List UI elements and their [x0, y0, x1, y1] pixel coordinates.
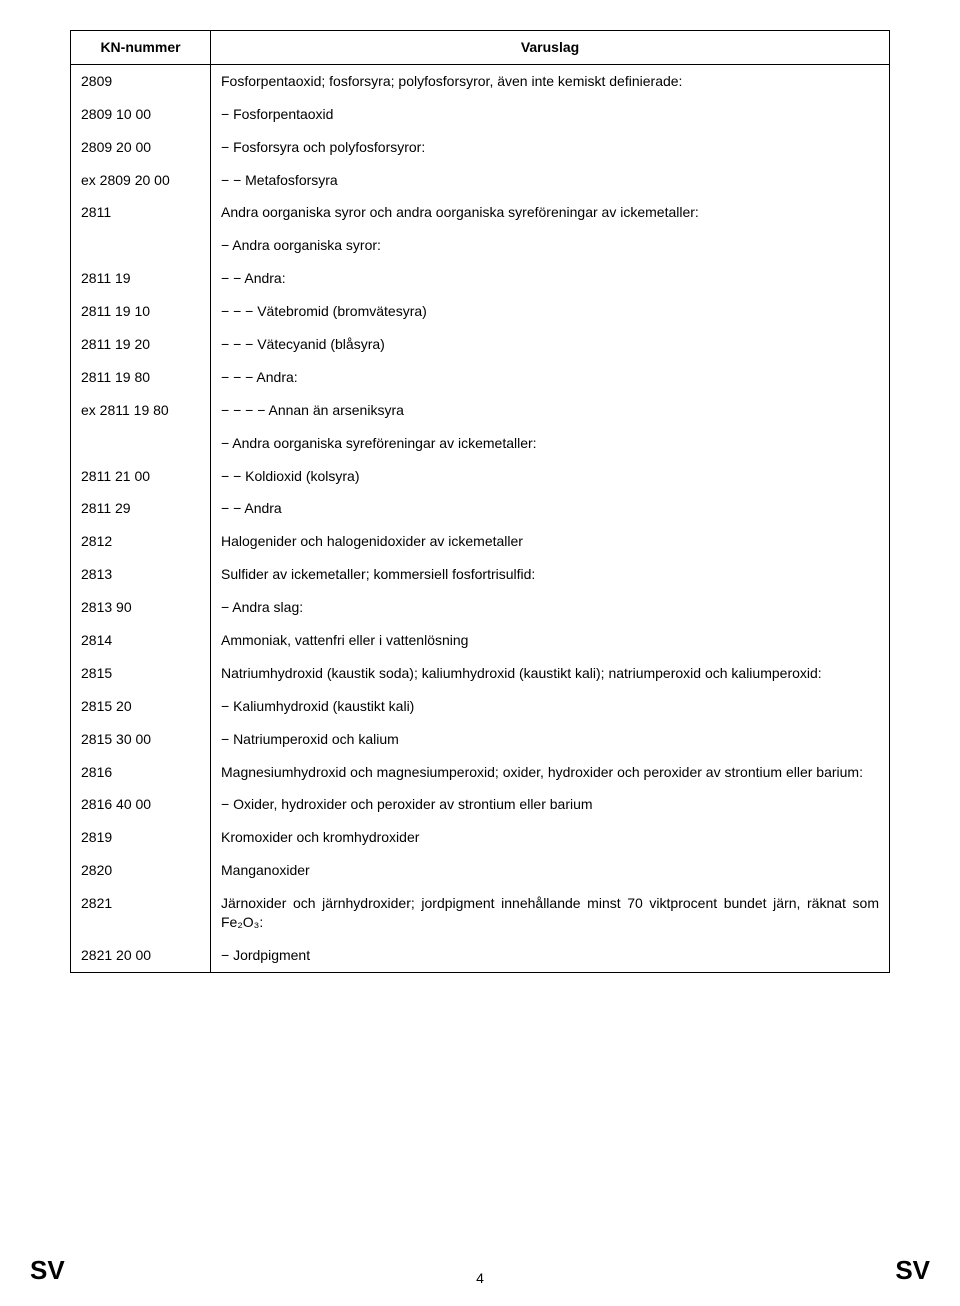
table-row: 2811 19 20− − − Vätecyanid (blåsyra)	[71, 328, 890, 361]
cell-desc: − − Koldioxid (kolsyra)	[211, 460, 890, 493]
goods-table: KN-nummer Varuslag 2809Fosforpentaoxid; …	[70, 30, 890, 973]
cell-desc: − Andra oorganiska syreföreningar av ick…	[211, 427, 890, 460]
cell-code: 2812	[71, 525, 211, 558]
cell-desc: − − Metafosforsyra	[211, 164, 890, 197]
cell-desc: Manganoxider	[211, 854, 890, 887]
cell-desc: − Fosforpentaoxid	[211, 98, 890, 131]
cell-desc: − − − Vätebromid (bromvätesyra)	[211, 295, 890, 328]
table-row: 2821Järnoxider och järnhydroxider; jordp…	[71, 887, 890, 939]
footer-right: SV	[895, 1255, 930, 1286]
cell-code: 2811 19	[71, 262, 211, 295]
table-row: 2811 21 00− − Koldioxid (kolsyra)	[71, 460, 890, 493]
cell-desc: Natriumhydroxid (kaustik soda); kaliumhy…	[211, 657, 890, 690]
cell-desc: Halogenider och halogenidoxider av ickem…	[211, 525, 890, 558]
cell-desc: − − − Andra:	[211, 361, 890, 394]
table-row: 2809 10 00− Fosforpentaoxid	[71, 98, 890, 131]
header-desc: Varuslag	[211, 31, 890, 65]
cell-desc: Ammoniak, vattenfri eller i vattenlösnin…	[211, 624, 890, 657]
cell-desc: Fosforpentaoxid; fosforsyra; polyfosfors…	[211, 64, 890, 97]
table-row: 2811 19 10− − − Vätebromid (bromvätesyra…	[71, 295, 890, 328]
cell-code	[71, 427, 211, 460]
cell-desc: Järnoxider och järnhydroxider; jordpigme…	[211, 887, 890, 939]
table-row: 2820Manganoxider	[71, 854, 890, 887]
cell-desc: − Oxider, hydroxider och peroxider av st…	[211, 788, 890, 821]
cell-desc: − Kaliumhydroxid (kaustikt kali)	[211, 690, 890, 723]
table-row: 2815 30 00− Natriumperoxid och kalium	[71, 723, 890, 756]
cell-desc: Andra oorganiska syror och andra oorgani…	[211, 196, 890, 229]
cell-desc: − − − − Annan än arseniksyra	[211, 394, 890, 427]
cell-code: 2820	[71, 854, 211, 887]
table-row: 2821 20 00− Jordpigment	[71, 939, 890, 972]
cell-desc: − − − Vätecyanid (blåsyra)	[211, 328, 890, 361]
cell-code: 2811 21 00	[71, 460, 211, 493]
cell-code: 2811 19 20	[71, 328, 211, 361]
cell-code: 2813 90	[71, 591, 211, 624]
table-row: 2811 19 80− − − Andra:	[71, 361, 890, 394]
table-row: 2811 29− − Andra	[71, 492, 890, 525]
cell-desc: − − Andra:	[211, 262, 890, 295]
table-row: 2809Fosforpentaoxid; fosforsyra; polyfos…	[71, 64, 890, 97]
cell-code: 2814	[71, 624, 211, 657]
cell-code: 2809 20 00	[71, 131, 211, 164]
cell-code: 2815 20	[71, 690, 211, 723]
cell-desc: − Fosforsyra och polyfosforsyror:	[211, 131, 890, 164]
cell-code	[71, 229, 211, 262]
cell-code: ex 2811 19 80	[71, 394, 211, 427]
table-row: − Andra oorganiska syror:	[71, 229, 890, 262]
table-row: ex 2809 20 00− − Metafosforsyra	[71, 164, 890, 197]
cell-desc: − − Andra	[211, 492, 890, 525]
header-code: KN-nummer	[71, 31, 211, 65]
cell-code: 2821	[71, 887, 211, 939]
table-body: 2809Fosforpentaoxid; fosforsyra; polyfos…	[71, 64, 890, 972]
table-row: 2816 40 00− Oxider, hydroxider och perox…	[71, 788, 890, 821]
cell-code: 2819	[71, 821, 211, 854]
table-row: 2815 20− Kaliumhydroxid (kaustikt kali)	[71, 690, 890, 723]
table-row: 2811Andra oorganiska syror och andra oor…	[71, 196, 890, 229]
table-header-row: KN-nummer Varuslag	[71, 31, 890, 65]
cell-desc: − Jordpigment	[211, 939, 890, 972]
cell-desc: − Andra oorganiska syror:	[211, 229, 890, 262]
table-row: ex 2811 19 80− − − − Annan än arseniksyr…	[71, 394, 890, 427]
table-row: 2816Magnesiumhydroxid och magnesiumperox…	[71, 756, 890, 789]
document-page: KN-nummer Varuslag 2809Fosforpentaoxid; …	[0, 0, 960, 1306]
cell-code: 2811 19 80	[71, 361, 211, 394]
table-row: 2809 20 00− Fosforsyra och polyfosforsyr…	[71, 131, 890, 164]
cell-code: 2811 29	[71, 492, 211, 525]
cell-code: 2813	[71, 558, 211, 591]
table-row: 2813Sulfider av ickemetaller; kommersiel…	[71, 558, 890, 591]
cell-desc: Sulfider av ickemetaller; kommersiell fo…	[211, 558, 890, 591]
cell-code: 2809	[71, 64, 211, 97]
cell-code: ex 2809 20 00	[71, 164, 211, 197]
cell-desc: Kromoxider och kromhydroxider	[211, 821, 890, 854]
cell-desc: − Andra slag:	[211, 591, 890, 624]
cell-code: 2815	[71, 657, 211, 690]
cell-code: 2816 40 00	[71, 788, 211, 821]
table-row: 2811 19− − Andra:	[71, 262, 890, 295]
cell-code: 2821 20 00	[71, 939, 211, 972]
footer-page-number: 4	[0, 1270, 960, 1286]
cell-code: 2809 10 00	[71, 98, 211, 131]
table-row: 2814Ammoniak, vattenfri eller i vattenlö…	[71, 624, 890, 657]
cell-code: 2811 19 10	[71, 295, 211, 328]
cell-code: 2816	[71, 756, 211, 789]
table-row: 2819Kromoxider och kromhydroxider	[71, 821, 890, 854]
table-row: 2812Halogenider och halogenidoxider av i…	[71, 525, 890, 558]
cell-desc: − Natriumperoxid och kalium	[211, 723, 890, 756]
table-row: − Andra oorganiska syreföreningar av ick…	[71, 427, 890, 460]
cell-code: 2815 30 00	[71, 723, 211, 756]
table-row: 2815Natriumhydroxid (kaustik soda); kali…	[71, 657, 890, 690]
cell-desc: Magnesiumhydroxid och magnesiumperoxid; …	[211, 756, 890, 789]
cell-code: 2811	[71, 196, 211, 229]
table-row: 2813 90− Andra slag:	[71, 591, 890, 624]
